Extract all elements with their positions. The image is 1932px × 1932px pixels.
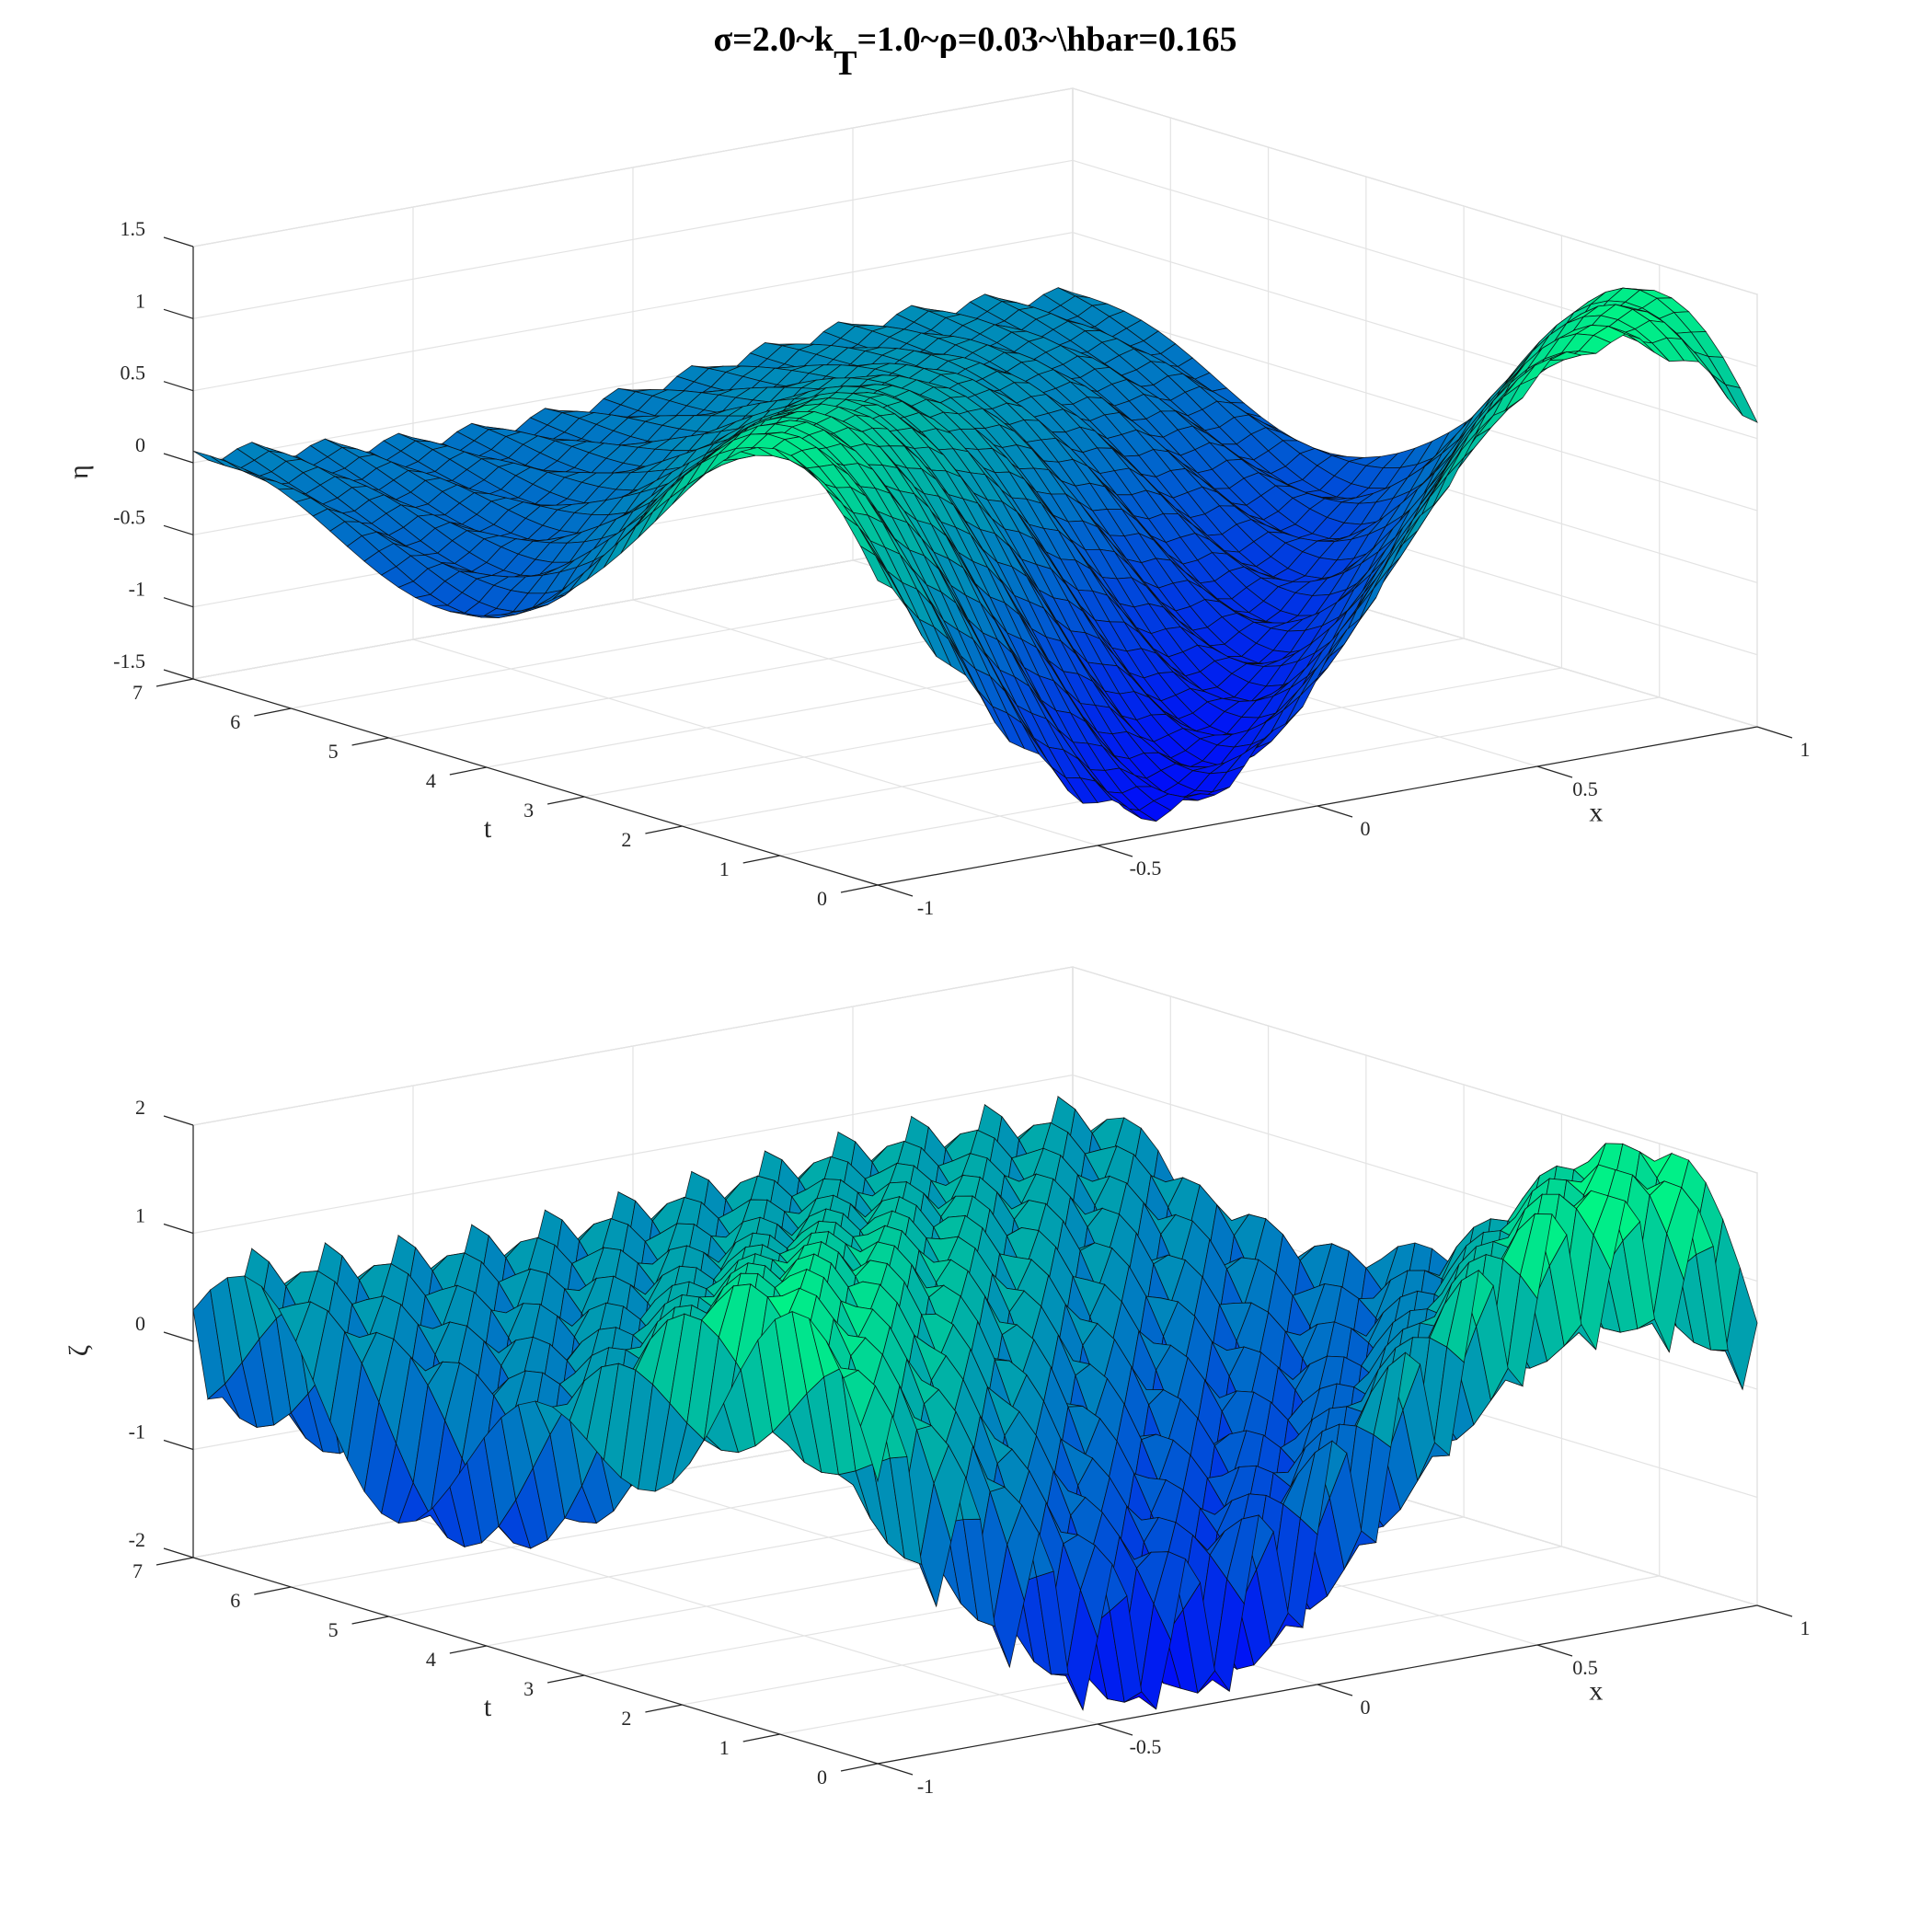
z-tick-label: -0.5 (113, 505, 145, 528)
z-tick (163, 1547, 194, 1558)
x-axis-label: x (1589, 1676, 1603, 1707)
x-tick (877, 884, 914, 897)
x-axis-label: x (1589, 798, 1603, 828)
t-tick (155, 1557, 194, 1566)
z-tick-label: -2 (129, 1528, 145, 1551)
t-tick (351, 1616, 389, 1625)
z-tick-label: -1 (129, 578, 145, 601)
t-tick (155, 678, 194, 687)
figure-title: σ=2.0~kT=1.0~ρ=0.03~\hbar=0.165 (713, 20, 1236, 83)
title-rest: =1.0~ρ=0.03~\hbar=0.165 (857, 20, 1237, 59)
z-tick-label: -1.5 (113, 650, 145, 673)
x-tick (1756, 726, 1793, 739)
x-tick-label: 0 (1361, 817, 1371, 840)
z-tick-label: 0.5 (121, 362, 146, 385)
t-tick-label: 5 (328, 740, 339, 763)
z-tick (163, 597, 194, 608)
t-tick (742, 855, 780, 864)
z-tick (163, 1331, 194, 1342)
z-tick (163, 524, 194, 535)
t-tick-label: 4 (426, 1648, 436, 1671)
z-tick (163, 453, 194, 464)
t-tick (449, 766, 487, 776)
z-tick (163, 1223, 194, 1235)
t-gridline (584, 206, 1465, 798)
t-tick-label: 0 (817, 1765, 827, 1788)
z-axis-label: ζ (63, 1345, 94, 1356)
t-tick (351, 737, 389, 746)
t-tick (840, 884, 879, 893)
z-tick-label: 2 (135, 1096, 145, 1119)
t-gridline (779, 265, 1661, 857)
t-tick-label: 3 (523, 1677, 534, 1700)
t-tick (742, 1733, 780, 1742)
title-subscript: T (834, 44, 857, 83)
t-tick-label: 7 (132, 1559, 143, 1582)
t-tick-label: 6 (230, 1589, 240, 1612)
t-axis-label: t (484, 813, 492, 844)
t-tick (547, 796, 585, 805)
x-tick (1536, 765, 1573, 778)
t-tick-label: 1 (719, 857, 730, 880)
t-tick-label: 2 (621, 828, 631, 851)
t-axis-line (192, 678, 879, 886)
z-axis-label: η (63, 465, 94, 479)
t-tick-label: 7 (132, 681, 143, 704)
t-tick (449, 1645, 487, 1654)
x-tick (1317, 805, 1353, 818)
x-tick-label: 0 (1361, 1696, 1371, 1719)
t-tick-label: 5 (328, 1618, 339, 1641)
t-axis-label: t (484, 1692, 492, 1722)
surface (192, 287, 1758, 822)
x-tick-label: 1 (1800, 738, 1811, 761)
t-tick (645, 825, 683, 834)
surface-patch (1724, 384, 1758, 423)
x-tick-label: -0.5 (1130, 1735, 1162, 1758)
z-tick-label: 0 (135, 433, 145, 456)
x-tick (1097, 1723, 1133, 1736)
t-tick-label: 4 (426, 769, 436, 792)
z-gridline (192, 87, 1758, 295)
t-tick-label: 2 (621, 1707, 631, 1730)
x-tick (877, 1763, 914, 1776)
z-tick-label: 0 (135, 1312, 145, 1335)
t-tick-label: 3 (523, 799, 534, 822)
t-axis-line (192, 1557, 879, 1765)
t-tick-label: 1 (719, 1736, 730, 1759)
t-gridline (682, 236, 1563, 827)
t-tick (254, 707, 292, 717)
z-tick (163, 236, 194, 247)
z-tick-label: 1 (135, 1204, 145, 1227)
z-tick (163, 308, 194, 319)
z-tick-label: -1 (129, 1420, 145, 1443)
t-tick (254, 1586, 292, 1595)
x-tick-label: -1 (917, 1775, 934, 1798)
t-tick-label: 6 (230, 710, 240, 733)
z-tick-label: 1 (135, 289, 145, 312)
title-main: σ=2.0~k (713, 20, 834, 59)
x-tick (1756, 1604, 1793, 1617)
x-tick (1097, 845, 1133, 857)
z-tick (163, 669, 194, 680)
x-tick (1536, 1644, 1573, 1657)
t-tick-label: 0 (817, 887, 827, 910)
x-tick-label: -0.5 (1130, 857, 1162, 880)
t-tick (547, 1674, 585, 1684)
surface (192, 1095, 1758, 1711)
z-tick (163, 381, 194, 392)
t-tick (840, 1763, 879, 1772)
t-tick (645, 1704, 683, 1713)
x-tick-label: 1 (1800, 1616, 1811, 1639)
z-tick-label: 1.5 (121, 217, 146, 240)
x-tick (1317, 1684, 1353, 1696)
z-tick (163, 1115, 194, 1126)
x-tick-label: -1 (917, 896, 934, 919)
z-tick (163, 1439, 194, 1451)
